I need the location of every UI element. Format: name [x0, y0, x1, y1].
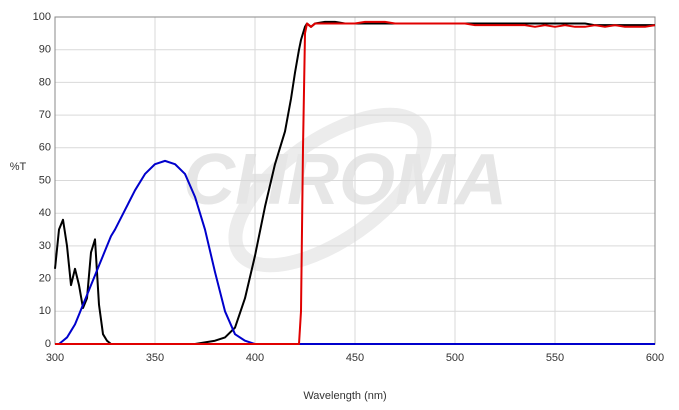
y-tick-label: 20: [39, 273, 51, 285]
series-line: [55, 159, 655, 345]
y-tick-label: 50: [39, 174, 51, 186]
y-tick-label: 40: [39, 207, 51, 219]
x-tick-label: 450: [346, 352, 364, 364]
y-tick-label: 100: [33, 11, 51, 23]
series-line: [54, 20, 655, 345]
x-tick-label: 300: [46, 352, 64, 364]
y-tick-label: 80: [39, 76, 51, 88]
x-axis-label: Wavelength (nm): [303, 390, 386, 402]
y-axis-label: %T: [10, 161, 27, 173]
y-tick-label: 90: [39, 44, 51, 56]
x-tick-label: 350: [146, 352, 164, 364]
y-tick-label: 60: [39, 142, 51, 154]
y-tick-label: 0: [45, 338, 51, 350]
x-tick-label: 550: [546, 352, 564, 364]
y-tick-label: 70: [39, 109, 51, 121]
x-tick-label: 500: [446, 352, 464, 364]
watermark-swoosh: [228, 107, 432, 273]
x-tick-label: 400: [246, 352, 264, 364]
x-tick-label: 600: [646, 352, 664, 364]
y-tick-label: 30: [39, 240, 51, 252]
series-line: [55, 20, 656, 345]
y-tick-label: 10: [39, 305, 51, 317]
